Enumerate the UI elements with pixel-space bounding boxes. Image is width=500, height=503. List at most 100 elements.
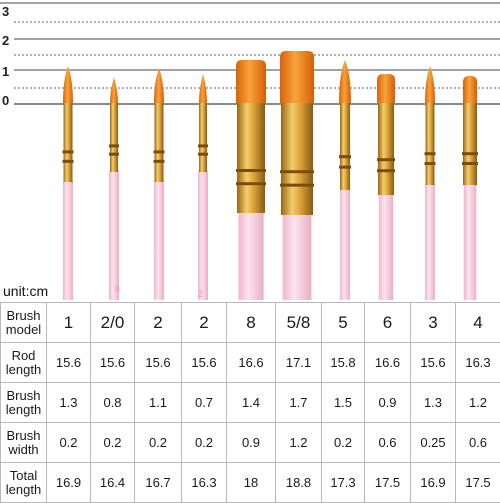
table-cell: 15.6 [411,343,456,383]
ferrule-crimp [339,166,351,169]
table-cell: 5 [322,303,365,343]
table-cell: 18 [227,463,276,503]
table-cell: 18.8 [276,463,322,503]
brush-mark-8: 8 [115,284,120,294]
brush-1 [63,66,74,300]
table-cell: 0.8 [91,383,135,423]
brush-10 [462,76,478,300]
brush-ferrule [199,103,207,172]
table-cell: 2 [182,303,227,343]
brush-ferrule [378,103,394,195]
brush-bristles [199,74,207,103]
brush-handle [464,183,477,300]
table-cell: 4 [456,303,500,343]
table-cell: 15.6 [135,343,182,383]
brush-handle [238,211,263,300]
brush-8 [377,74,395,300]
table-cell: 17.1 [276,343,322,383]
brush-bristles [154,68,164,103]
brush-handle [283,213,312,300]
ferrule-crimp [280,170,314,173]
ferrule-crimp [280,184,314,187]
brush-ferrule [155,103,164,182]
row-header: Brush width [1,423,47,463]
table-cell: 15.8 [322,343,365,383]
table-cell: 1.3 [411,383,456,423]
brush-handle [109,170,119,300]
table-cell: 0.2 [322,423,365,463]
brush-bristles [377,74,395,103]
brush-bristles [63,66,73,103]
table-cell: 1.4 [227,383,276,423]
brush-bristles [110,77,118,103]
table-cell: 16.4 [91,463,135,503]
ferrule-crimp [63,160,74,163]
brush-4 [198,74,208,300]
table-cell: 5/8 [276,303,322,343]
table-cell: 1.2 [456,383,500,423]
brush-handle [425,183,435,300]
ferrule-crimp [462,152,478,155]
table-cell: 0.2 [47,423,91,463]
table-cell: 0.25 [411,423,456,463]
brush-bristles [425,66,435,103]
table-cell: 3 [411,303,456,343]
ferrule-crimp [339,155,351,158]
brush-bristles [463,76,477,103]
table-cell: 0.2 [182,423,227,463]
table-cell: 16.9 [47,463,91,503]
table-cell: 1.3 [47,383,91,423]
ruler-label-1: 1 [2,64,9,79]
row-header: Brush model [1,303,47,343]
ferrule-crimp [154,160,165,163]
table-cell: 0.2 [91,423,135,463]
ferrule-crimp [154,150,165,153]
brush-mark-2: 2 [198,289,203,299]
table-cell: 0.9 [365,383,411,423]
ferrule-crimp [236,169,266,172]
brush-handle [154,180,164,300]
brush-ferrule [110,103,118,172]
row-header: Rod length [1,343,47,383]
table-cell: 1.2 [276,423,322,463]
row-header: Total length [1,463,47,503]
brush-handle [379,193,393,300]
table-cell: 15.6 [91,343,135,383]
table-cell: 15.6 [182,343,227,383]
table-cell: 17.3 [322,463,365,503]
table-cell: 2/0 [91,303,135,343]
table-cell: 16.6 [227,343,276,383]
brush-set-illustration: 8 2 [0,0,500,300]
brush-ferrule [237,103,265,213]
table-cell: 15.6 [47,343,91,383]
table-cell: 1.7 [276,383,322,423]
brush-bristles [236,60,266,103]
table-cell: 16.3 [182,463,227,503]
ferrule-crimp [63,150,74,153]
brush-handle [63,180,73,300]
ferrule-crimp [425,152,436,155]
table-cell: 16.3 [456,343,500,383]
brush-bristles [339,60,351,103]
table-cell: 0.7 [182,383,227,423]
brush-9 [425,66,436,300]
table-cell: 17.5 [456,463,500,503]
ferrule-crimp [236,182,266,185]
ferrule-crimp [109,144,119,147]
brush-handle [340,188,350,300]
brush-ferrule [463,103,477,185]
table-cell: 2 [135,303,182,343]
table-cell: 16.6 [365,343,411,383]
table-cell: 0.6 [456,423,500,463]
unit-label: unit:cm [3,283,48,299]
table-cell: 16.7 [135,463,182,503]
ferrule-crimp [462,162,478,165]
row-header: Brush length [1,383,47,423]
brush-5 [236,60,266,300]
brush-ferrule [64,103,73,182]
ruler-label-0: 0 [2,93,9,108]
